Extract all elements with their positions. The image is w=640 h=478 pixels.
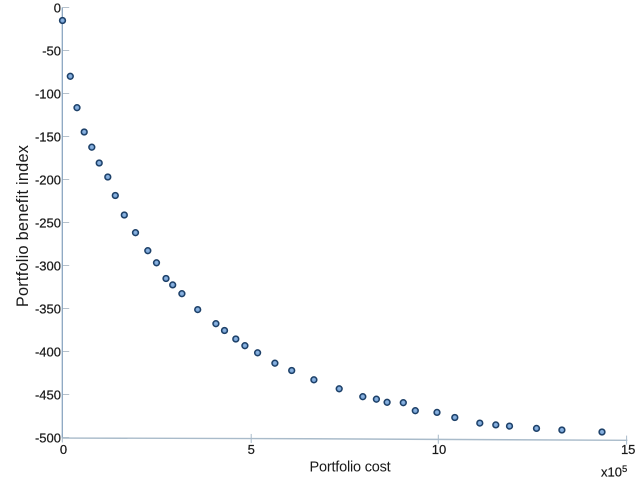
svg-text:-300: -300 <box>35 259 61 274</box>
svg-text:-150: -150 <box>35 130 61 145</box>
svg-text:-100: -100 <box>35 87 61 102</box>
svg-text:0: 0 <box>60 442 67 457</box>
svg-text:-200: -200 <box>35 173 61 188</box>
svg-text:-400: -400 <box>35 345 61 360</box>
svg-text:10: 10 <box>432 442 446 457</box>
svg-text:Portfolio benefit index: Portfolio benefit index <box>14 145 32 307</box>
svg-text:-450: -450 <box>35 388 61 403</box>
svg-text:15: 15 <box>621 442 635 457</box>
svg-text:-500: -500 <box>35 431 61 446</box>
svg-text:x105: x105 <box>601 464 627 478</box>
svg-text:5: 5 <box>248 442 255 457</box>
svg-text:0: 0 <box>54 1 61 16</box>
svg-text:-250: -250 <box>35 216 61 231</box>
svg-text:Portfolio cost: Portfolio cost <box>309 460 390 476</box>
svg-text:-350: -350 <box>35 302 61 317</box>
svg-text:-50: -50 <box>42 44 61 59</box>
